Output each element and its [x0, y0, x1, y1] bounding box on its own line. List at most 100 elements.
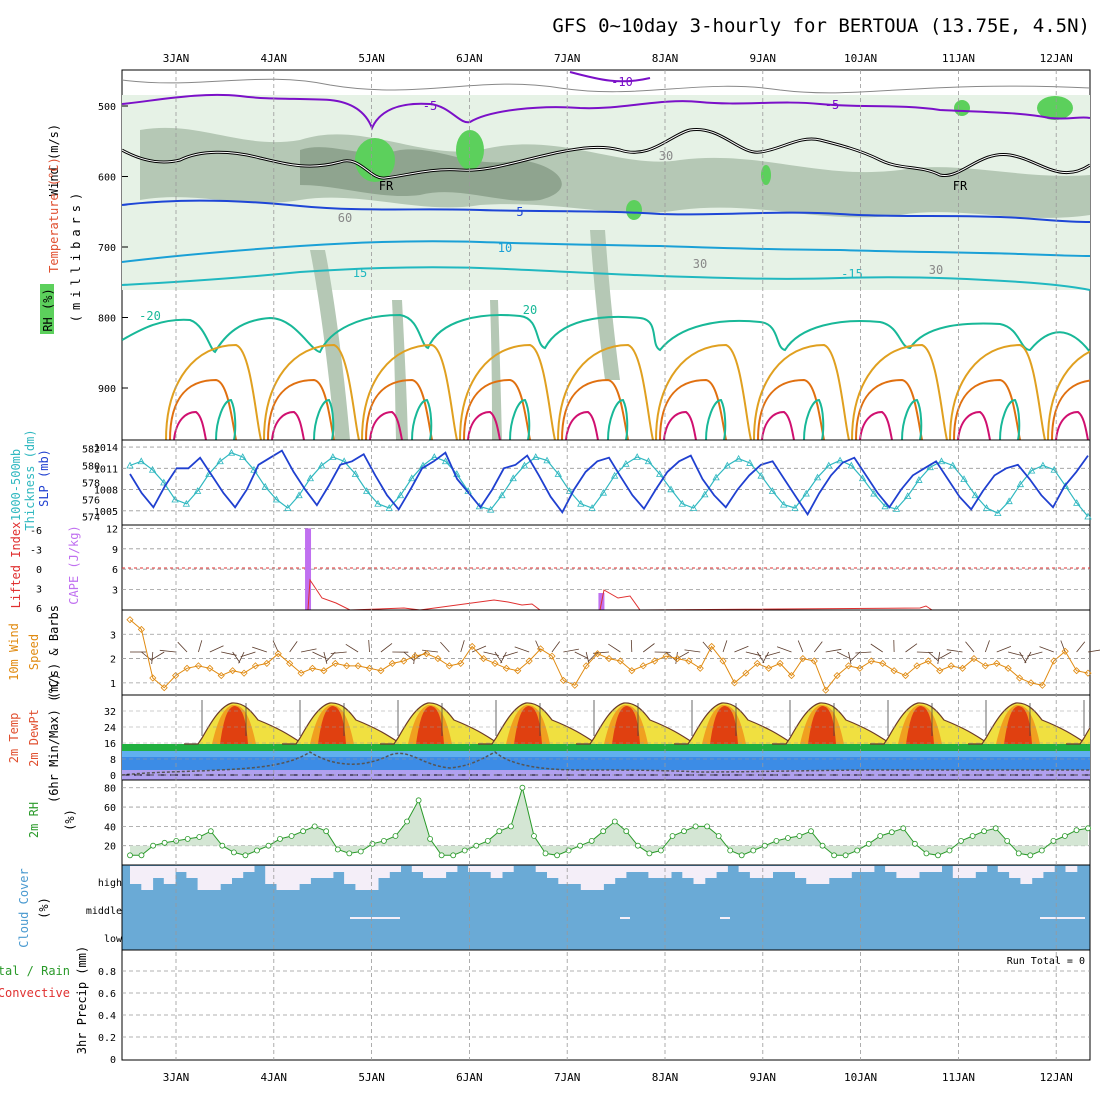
- thickness-tick: 582: [82, 445, 100, 456]
- day-label-top: 10JAN: [844, 52, 877, 65]
- cloud-level-middle: middle: [86, 906, 122, 917]
- cape-ticks: 12 9 6 3 -6 -3 0 3 6: [30, 524, 118, 615]
- wind-barb: [1019, 651, 1027, 664]
- cloud-high-gap: [197, 866, 210, 890]
- thickness-tick: 578: [82, 479, 100, 490]
- thickness-point: [858, 474, 867, 482]
- label-wind10-a: 10m Wind: [7, 623, 21, 681]
- cloud-high-gap: [389, 866, 401, 872]
- rh-point: [207, 828, 214, 835]
- wind-barb: [151, 651, 165, 660]
- temp-contour-25: [1047, 350, 1090, 440]
- cloud-high-gap: [163, 866, 176, 884]
- thickness-tick: 574: [82, 513, 100, 524]
- wind-barb: [312, 651, 327, 659]
- slp-tick: 1014: [94, 443, 118, 454]
- precip-panel-frame: [121, 949, 1091, 1061]
- wind-barb: [984, 640, 990, 653]
- rh-point: [715, 833, 722, 839]
- thickness-point: [509, 474, 517, 482]
- wind-barb: [460, 640, 465, 653]
- rh-markers: [127, 784, 1091, 859]
- thickness-tick: 580: [82, 462, 100, 473]
- wind-point: [400, 657, 408, 665]
- cloud-high-gap: [175, 866, 187, 872]
- wind-barb: [870, 643, 883, 653]
- wind-point: [331, 659, 339, 667]
- thickness-point: [622, 459, 630, 467]
- wind-barb: [141, 651, 153, 662]
- thickness-point: [171, 495, 179, 503]
- wind-point: [913, 662, 921, 670]
- rh-point: [981, 828, 987, 835]
- day-label-bottom: 11JAN: [942, 1071, 975, 1084]
- wind-barb: [232, 651, 241, 663]
- temp-line: [870, 702, 990, 745]
- wind-point: [708, 642, 716, 650]
- wind-point: [594, 650, 602, 658]
- rh-panel: 80 60 40 20 2m RH (%): [27, 779, 1091, 866]
- wind-point: [571, 681, 579, 689]
- cloud-high-gap: [997, 866, 1010, 872]
- wind-point: [799, 655, 807, 663]
- wind-barb: [1024, 651, 1032, 664]
- contour-label: -20: [139, 309, 161, 323]
- wind-barb: [813, 641, 823, 653]
- contour-label: -5: [825, 98, 839, 112]
- rh-legend-swatch: [40, 284, 54, 334]
- thickness-point: [1027, 466, 1036, 474]
- day-label-top: 5JAN: [358, 52, 385, 65]
- cloud-high-gap: [332, 866, 345, 872]
- thickness-point: [1073, 499, 1081, 506]
- temp-line: [282, 702, 402, 745]
- cape-panel: 12 9 6 3 -6 -3 0 3 6 Lifted Index CAPE (J/kg): [9, 522, 1091, 615]
- li-tick: 3: [36, 585, 42, 596]
- temp-line: [380, 702, 500, 745]
- wind-point: [1004, 664, 1012, 672]
- rh-point: [796, 833, 803, 839]
- wind-point: [1050, 657, 1058, 665]
- wind-barb: [855, 651, 872, 654]
- thickness-point: [768, 487, 777, 494]
- wind-point: [559, 676, 567, 684]
- wind-barb: [684, 649, 701, 653]
- wind-barb: [238, 651, 245, 664]
- wind-point: [297, 669, 305, 677]
- wind-barb: [289, 641, 298, 653]
- label-wind10-b: Speed: [27, 634, 41, 670]
- contour-label: 5: [516, 205, 523, 219]
- wind-point: [1038, 681, 1046, 689]
- wind-barb: [1076, 641, 1086, 653]
- temp-contour-20: [901, 398, 923, 440]
- rh-point: [1038, 847, 1045, 854]
- thickness-point: [599, 488, 608, 496]
- wind-panel: 3 2 1 10m Wind Speed (m/s) & Barbs: [7, 605, 1100, 699]
- wind-point: [833, 672, 841, 680]
- rh-point: [484, 838, 491, 844]
- cloud-high-gap: [614, 866, 627, 878]
- rh-tick: 40: [104, 822, 116, 833]
- wind-point: [628, 667, 636, 675]
- temp-contour-30: [561, 378, 629, 440]
- wind-point: [411, 652, 419, 660]
- day-label-bottom: 7JAN: [554, 1071, 581, 1084]
- rh-ticks: 80 60 40 20: [104, 784, 116, 853]
- temp-tick: 16: [104, 739, 116, 750]
- wind-point: [605, 655, 613, 663]
- rh-point: [346, 850, 353, 857]
- wind-point: [422, 650, 431, 658]
- cloud-high-gap: [580, 866, 593, 890]
- cloud-high-gaps: [130, 866, 1078, 890]
- wind-point: [673, 655, 681, 663]
- cloud-high-gap: [299, 866, 311, 884]
- cloud-high-gap: [411, 866, 424, 872]
- temp-contour-20: [607, 398, 629, 440]
- cloud-level-high: high: [98, 878, 122, 889]
- wind-barb: [551, 641, 561, 653]
- cloud-high-gap: [851, 866, 864, 872]
- label-wind: Wind (m/s): [47, 124, 61, 196]
- precip-tick: 0.2: [98, 1033, 116, 1044]
- wind-point: [901, 672, 910, 680]
- thickness-point: [588, 504, 596, 511]
- thickness-point: [780, 500, 788, 508]
